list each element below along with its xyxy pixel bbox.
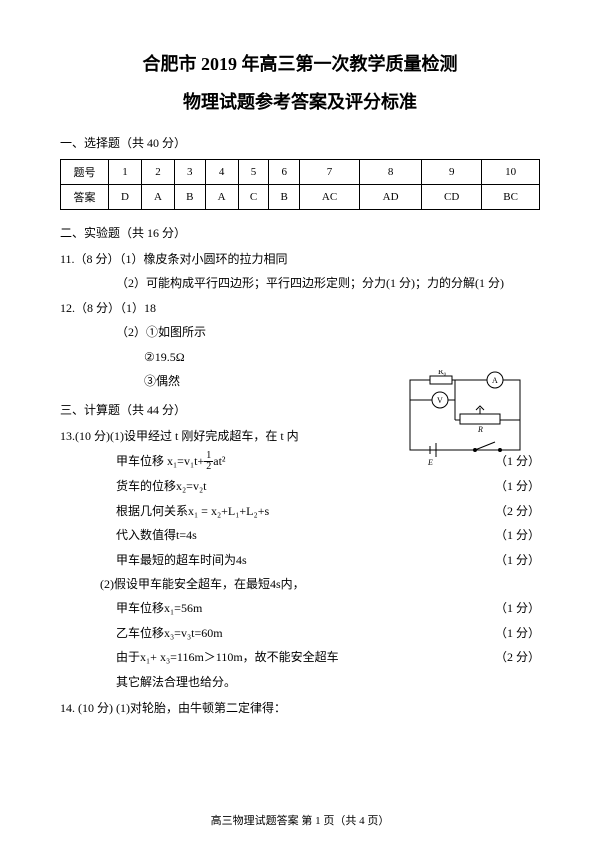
q13-l7: 甲车位移x₁=56m （1 分）: [60, 598, 540, 618]
table-cell: 2: [141, 160, 174, 185]
table-cell: 8: [360, 160, 422, 185]
table-cell: B: [174, 185, 205, 210]
page-title-1: 合肥市 2019 年高三第一次教学质量检测: [60, 50, 540, 76]
score: （2 分）: [487, 647, 540, 667]
table-cell: A: [205, 185, 238, 210]
table-cell: D: [109, 185, 142, 210]
q13-l9: 由于x₁+ x₃=116m＞110m，故不能安全超车 （2 分）: [60, 647, 540, 667]
page-title-2: 物理试题参考答案及评分标准: [60, 88, 540, 114]
score: （2 分）: [487, 501, 540, 521]
q13-l4-text: 代入数值得t=4s: [116, 525, 197, 545]
table-cell: CD: [422, 185, 482, 210]
table-row: 答案 D A B A C B AC AD CD BC: [61, 185, 540, 210]
table-cell: B: [269, 185, 300, 210]
q13-l8-text: 乙车位移x₃=v₃t=60m: [116, 623, 223, 643]
table-cell: 7: [300, 160, 360, 185]
circuit-label-r0: R₀: [438, 370, 446, 376]
table-cell: 6: [269, 160, 300, 185]
table-cell: 答案: [61, 185, 109, 210]
score: （1 分）: [487, 623, 540, 643]
score: （1 分）: [487, 476, 540, 496]
frac-d: 2: [204, 462, 213, 472]
circuit-label-r: R: [477, 425, 483, 434]
table-cell: C: [238, 185, 269, 210]
section-2-head: 二、实验题（共 16 分）: [60, 224, 540, 241]
q11-2: （2）可能构成平行四边形；平行四边形定则；分力(1 分)；力的分解(1 分): [60, 273, 540, 293]
q13-l8: 乙车位移x₃=v₃t=60m （1 分）: [60, 623, 540, 643]
table-cell: 10: [482, 160, 540, 185]
q13-l6: (2)假设甲车能安全超车，在最短4s内，: [60, 574, 540, 594]
table-cell: 9: [422, 160, 482, 185]
circuit-label-v: V: [437, 396, 443, 405]
q13-l5: 甲车最短的超车时间为4s （1 分）: [60, 550, 540, 570]
q12-2b: ②19.5Ω: [60, 347, 540, 367]
table-cell: 1: [109, 160, 142, 185]
table-cell: 3: [174, 160, 205, 185]
q13-l1-tail: at²: [213, 454, 225, 468]
q14: 14. (10 分) (1)对轮胎，由牛顿第二定律得：: [60, 698, 540, 718]
score: （1 分）: [487, 598, 540, 618]
q13-l2-text: 货车的位移x₂=v₂t: [116, 476, 206, 496]
q12-1: 12.（8 分）（1）18: [60, 298, 540, 318]
q13-l4: 代入数值得t=4s （1 分）: [60, 525, 540, 545]
table-cell: AC: [300, 185, 360, 210]
q13-l5-text: 甲车最短的超车时间为4s: [116, 550, 247, 570]
q13-l7-text: 甲车位移x₁=56m: [116, 598, 202, 618]
circuit-diagram: R₀ A V R E: [400, 370, 530, 470]
table-cell: A: [141, 185, 174, 210]
table-cell: 题号: [61, 160, 109, 185]
page-footer: 高三物理试题答案 第 1 页（共 4 页）: [0, 812, 600, 828]
circuit-label-e: E: [427, 458, 433, 467]
q11-1: 11.（8 分）（1）橡皮条对小圆环的拉力相同: [60, 249, 540, 269]
q13-l3-text: 根据几何关系x₁ = x₂+L₁+L₂+s: [116, 501, 269, 521]
q12-2a: （2）①如图所示: [60, 322, 540, 342]
table-cell: 4: [205, 160, 238, 185]
q13-l2: 货车的位移x₂=v₂t （1 分）: [60, 476, 540, 496]
circuit-label-a: A: [492, 376, 498, 385]
answer-table: 题号 1 2 3 4 5 6 7 8 9 10 答案 D A B A C B A…: [60, 159, 540, 210]
table-cell: 5: [238, 160, 269, 185]
table-row: 题号 1 2 3 4 5 6 7 8 9 10: [61, 160, 540, 185]
table-cell: BC: [482, 185, 540, 210]
q13-l9-text: 由于x₁+ x₃=116m＞110m，故不能安全超车: [116, 647, 339, 667]
section-1-head: 一、选择题（共 40 分）: [60, 134, 540, 151]
score: （1 分）: [487, 525, 540, 545]
table-cell: AD: [360, 185, 422, 210]
score: （1 分）: [487, 550, 540, 570]
q13-l1-text: 甲车位移 x₁=v₁t+: [116, 454, 204, 468]
q13-l10: 其它解法合理也给分。: [60, 672, 540, 692]
q13-l3: 根据几何关系x₁ = x₂+L₁+L₂+s （2 分）: [60, 501, 540, 521]
